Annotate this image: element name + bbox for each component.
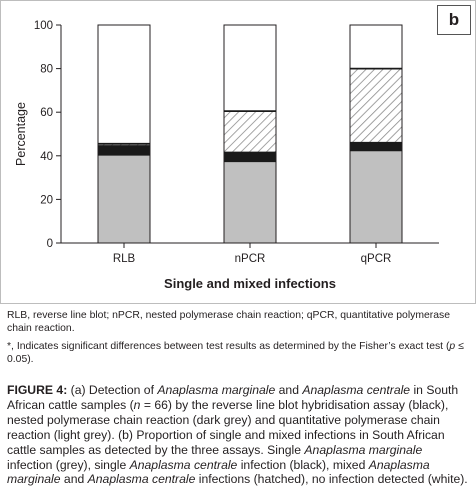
caption-species: Anaplasma centrale xyxy=(302,383,411,397)
caption-label: FIGURE 4: xyxy=(7,383,68,397)
footnote-abbreviations: RLB, reverse line blot; nPCR, nested pol… xyxy=(7,310,450,334)
footnote-sig-text-a: *, Indicates significant differences bet… xyxy=(7,341,450,352)
panel-label: b xyxy=(437,5,471,35)
bar-segment-single_marginale xyxy=(349,149,403,244)
caption-n: n xyxy=(133,397,141,412)
caption-text: infection (grey), single xyxy=(7,457,130,472)
caption-species: Anaplasma centrale xyxy=(129,457,238,472)
y-tick-label: 100 xyxy=(34,20,53,32)
caption-text: infections (hatched), no infection detec… xyxy=(195,472,468,487)
stacked-bar-chart: 0 20 40 60 80 100 Percentage RLB nPCR qPCR Single … xyxy=(14,20,439,291)
figure-caption: FIGURE 4: (a) Detection of Anaplasma mar… xyxy=(7,383,469,487)
bar-segment-single_marginale xyxy=(97,154,151,244)
y-tick-label: 40 xyxy=(40,151,53,163)
caption-text: = 66) by the reverse line blot hybridisa… xyxy=(7,397,449,457)
y-axis-label: Percentage xyxy=(14,102,28,166)
x-tick-label: RLB xyxy=(113,253,136,265)
y-tick-label: 60 xyxy=(40,107,53,119)
footnote-significance: *, Indicates significant differences bet… xyxy=(7,341,469,367)
caption-text: and xyxy=(60,472,88,487)
caption-species: Anaplasma marginale xyxy=(7,457,430,487)
caption-text: (a) Detection of xyxy=(67,383,158,397)
bar-segment-single_centrale xyxy=(223,152,277,162)
x-axis-label: Single and mixed infections xyxy=(164,276,336,291)
bar-segment-single_centrale xyxy=(97,145,151,156)
bar-segment-single_marginale xyxy=(223,160,277,244)
footnote-sig-p: p xyxy=(449,341,456,352)
bar-segment-none xyxy=(97,24,151,145)
x-tick-label: nPCR xyxy=(235,253,266,265)
caption-text: infection (black), mixed xyxy=(237,457,369,472)
caption-species: Anaplasma marginale xyxy=(157,383,276,397)
x-tick-label: qPCR xyxy=(361,253,392,265)
bar-segment-single_centrale xyxy=(349,142,403,151)
bar-segment-mixed xyxy=(223,110,277,154)
caption-text: in South African cattle samples ( xyxy=(7,383,459,412)
bar-segment-none xyxy=(349,24,403,70)
bar-segment-mixed xyxy=(349,68,403,144)
y-tick-label: 0 xyxy=(47,238,53,250)
caption-species: Anaplasma marginale xyxy=(304,442,423,457)
caption-text: and xyxy=(275,383,303,397)
chart-panel: 0 20 40 60 80 100 Percentage RLB nPCR qPCR Single … xyxy=(0,0,476,304)
caption-species: Anaplasma centrale xyxy=(87,472,196,487)
y-tick-label: 20 xyxy=(40,194,53,206)
footnote-sig-text-b: ≤ 0.05). xyxy=(7,341,464,365)
y-tick-label: 80 xyxy=(40,64,53,76)
bar-segment-none xyxy=(223,24,277,112)
